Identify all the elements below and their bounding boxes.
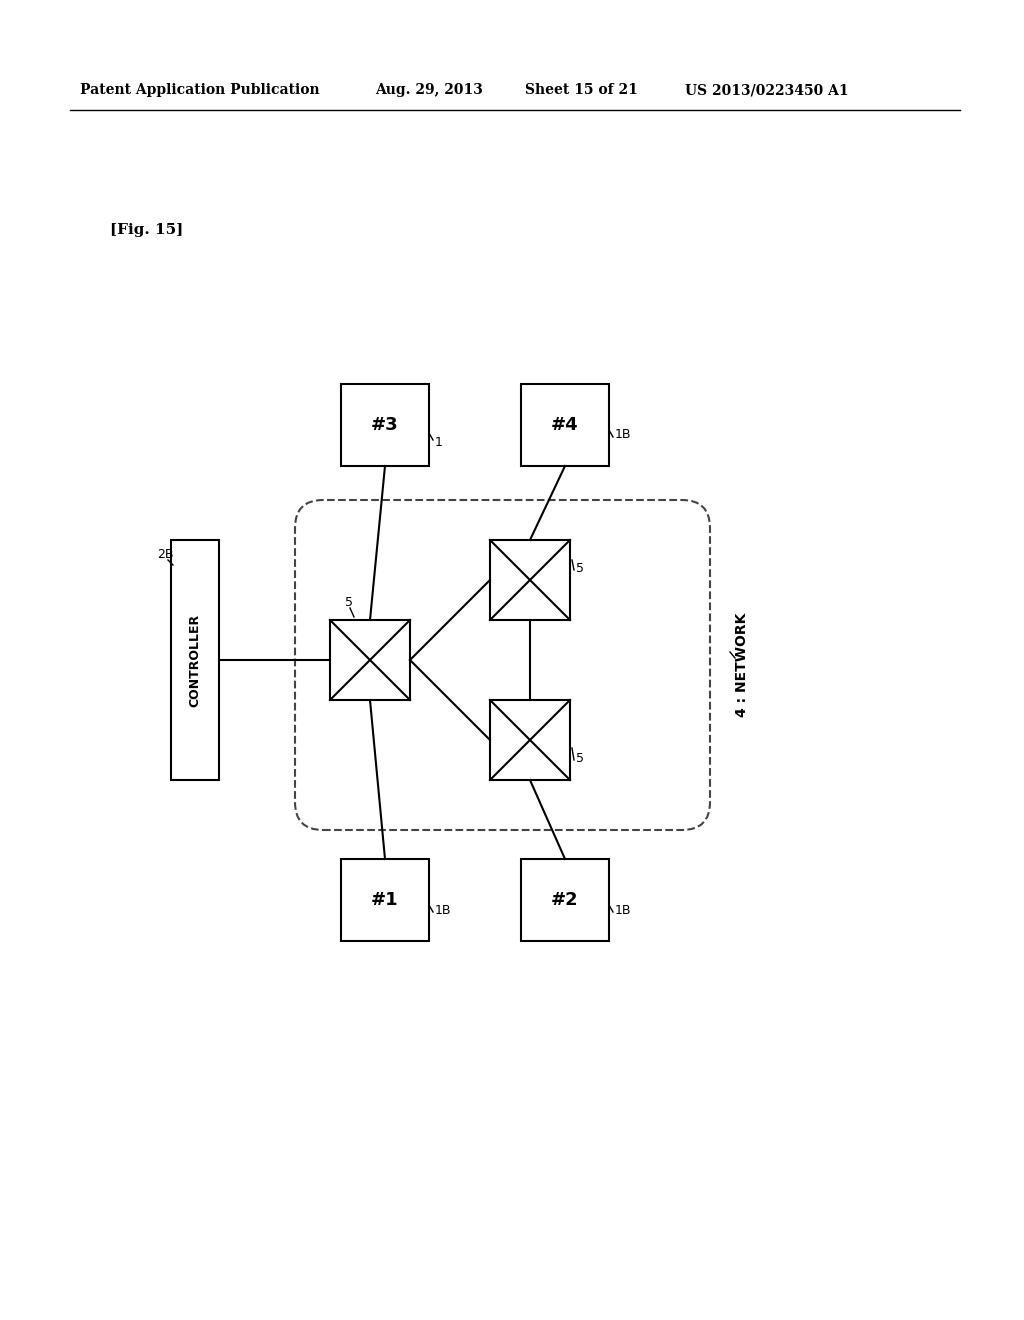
Bar [521,384,609,466]
Text: 2B: 2B [157,549,173,561]
Text: #1: #1 [371,891,398,909]
Text: [Fig. 15]: [Fig. 15] [110,223,183,238]
Bar [171,540,219,780]
Bar [341,859,429,941]
Text: #2: #2 [551,891,579,909]
Text: Aug. 29, 2013: Aug. 29, 2013 [375,83,483,96]
Text: 5: 5 [575,561,584,574]
Bar [341,384,429,466]
Text: #3: #3 [371,416,398,434]
Text: 1: 1 [435,437,442,450]
Text: 1B: 1B [435,903,452,916]
Text: Patent Application Publication: Patent Application Publication [80,83,319,96]
Text: CONTROLLER: CONTROLLER [188,614,202,706]
Text: 1B: 1B [615,429,632,441]
Text: 4 : NETWORK: 4 : NETWORK [735,612,749,717]
Bar [490,700,570,780]
Text: Sheet 15 of 21: Sheet 15 of 21 [525,83,638,96]
Bar [490,540,570,620]
Bar [521,859,609,941]
Text: 5: 5 [575,751,584,764]
Text: 5: 5 [345,595,353,609]
Text: 1B: 1B [615,903,632,916]
Text: #4: #4 [551,416,579,434]
Bar [330,620,410,700]
Text: US 2013/0223450 A1: US 2013/0223450 A1 [685,83,849,96]
